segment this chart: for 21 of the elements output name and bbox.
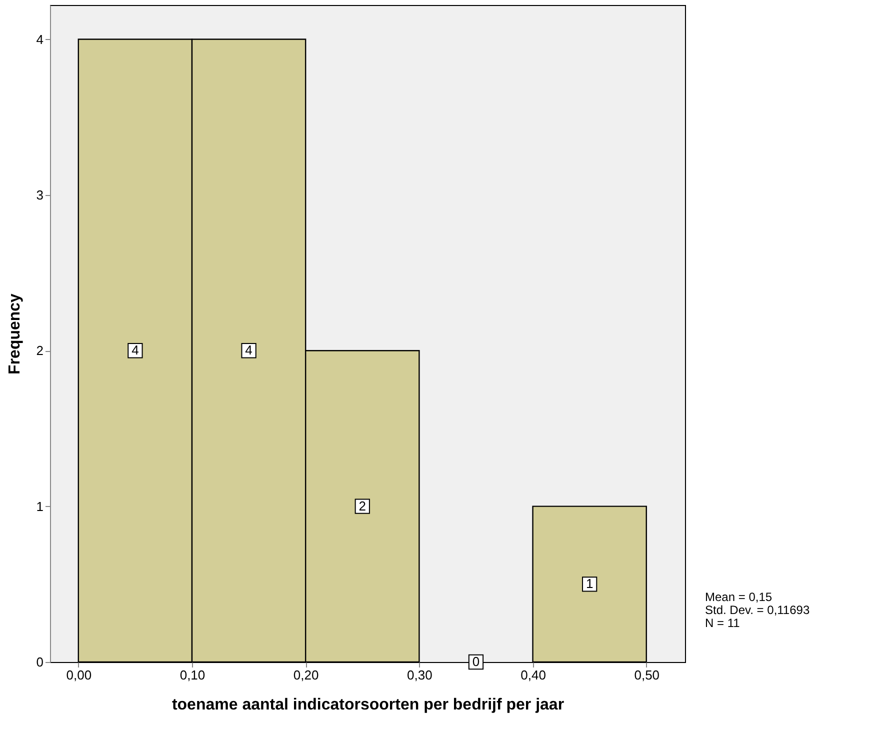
x-tick-label: 0,00 xyxy=(66,668,92,682)
data-label: 1 xyxy=(586,576,594,592)
y-tick-label: 3 xyxy=(36,187,44,202)
data-label: 2 xyxy=(358,498,366,514)
x-tick-label: 0,50 xyxy=(634,668,660,682)
data-label: 4 xyxy=(132,342,139,358)
data-label: 0 xyxy=(472,654,480,669)
x-tick-label: 0,10 xyxy=(180,668,206,682)
x-tick-label: 0,40 xyxy=(520,668,546,682)
y-tick-label: 1 xyxy=(36,498,44,514)
y-tick-label: 2 xyxy=(36,343,44,358)
y-axis-title: Frequency xyxy=(6,293,24,374)
x-tick-label: 0,20 xyxy=(293,668,319,682)
y-tick-label: 0 xyxy=(36,654,44,670)
y-tick-label: 4 xyxy=(36,32,44,47)
text: Mean = 0,15 xyxy=(705,590,772,604)
x-tick-label: 0,30 xyxy=(407,668,432,682)
text: Std. Dev. = 0,11693 xyxy=(705,603,810,617)
data-label: 4 xyxy=(245,342,252,358)
x-axis-title: toename aantal indicatorsoorten per bedrijf per jaar xyxy=(172,696,564,714)
text: N = 11 xyxy=(705,616,740,630)
